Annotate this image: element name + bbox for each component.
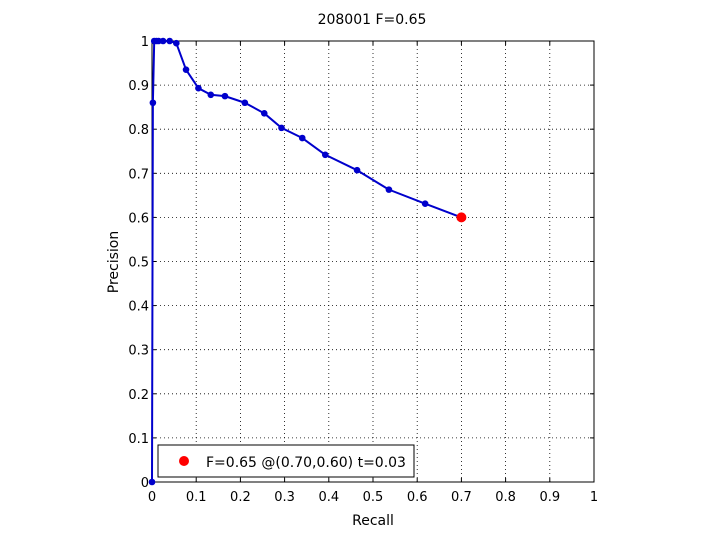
series-line xyxy=(151,40,462,483)
data-point xyxy=(173,39,180,47)
y-tick-label: 0.5 xyxy=(128,256,149,271)
x-tick-label: 0.6 xyxy=(407,490,428,505)
best-f-point xyxy=(456,212,467,223)
data-point xyxy=(207,91,215,99)
data-point xyxy=(278,124,285,132)
y-tick-label: 1 xyxy=(141,35,149,50)
y-tick-label: 0.7 xyxy=(128,167,149,182)
x-axis-label: Recall xyxy=(352,513,394,529)
x-tick-label: 0.9 xyxy=(539,490,560,505)
data-point xyxy=(241,99,249,107)
x-tick-label: 0.2 xyxy=(230,490,251,505)
y-tick-label: 0.1 xyxy=(128,432,149,447)
series-group xyxy=(148,37,467,486)
data-point xyxy=(159,37,167,45)
x-tick-label: 0.7 xyxy=(451,490,472,505)
data-point xyxy=(221,92,229,100)
data-point xyxy=(182,66,190,73)
y-tick-label: 0.3 xyxy=(128,344,149,359)
data-point xyxy=(166,37,173,45)
legend-label: F=0.65 @(0.70,0.60) t=0.03 xyxy=(206,455,406,471)
data-point xyxy=(298,134,306,142)
legend-marker xyxy=(179,456,189,466)
x-tick-label: 0.5 xyxy=(363,490,384,505)
data-point xyxy=(353,166,361,174)
x-tick-label: 0.4 xyxy=(318,490,339,505)
y-axis-label: Precision xyxy=(106,231,122,293)
x-tick-label: 0.1 xyxy=(186,490,207,505)
y-tick-label: 0.4 xyxy=(128,300,149,315)
legend: F=0.65 @(0.70,0.60) t=0.03 xyxy=(157,444,415,478)
data-point xyxy=(149,99,157,107)
y-tick-labels: 0 0.1 0.2 0.3 0.4 0.5 0.6 0.7 0.8 0.9 1 xyxy=(128,35,149,491)
data-point xyxy=(195,84,202,92)
x-tick-label: 1 xyxy=(590,490,598,505)
x-tick-label: 0.8 xyxy=(495,490,516,505)
data-point xyxy=(421,200,429,208)
y-tick-label: 0.2 xyxy=(128,388,149,403)
grid xyxy=(152,41,594,482)
data-point xyxy=(260,110,268,117)
chart-title: 208001 F=0.65 xyxy=(318,12,427,28)
y-tick-label: 0.6 xyxy=(128,211,149,226)
y-tick-label: 0.9 xyxy=(128,79,149,94)
data-point xyxy=(321,151,329,159)
legend-box xyxy=(157,444,415,478)
x-tick-label: 0.3 xyxy=(274,490,295,505)
x-tick-labels: 0 0.1 0.2 0.3 0.4 0.5 0.6 0.7 0.8 0.9 1 xyxy=(148,490,598,505)
data-point xyxy=(385,186,393,193)
x-tick-label: 0 xyxy=(148,490,156,505)
y-tick-label: 0 xyxy=(141,476,149,491)
y-tick-label: 0.8 xyxy=(128,123,149,138)
data-point xyxy=(148,478,156,486)
